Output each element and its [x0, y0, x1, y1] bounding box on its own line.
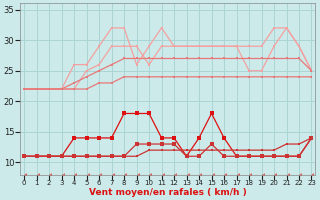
X-axis label: Vent moyen/en rafales ( km/h ): Vent moyen/en rafales ( km/h ): [89, 188, 247, 197]
